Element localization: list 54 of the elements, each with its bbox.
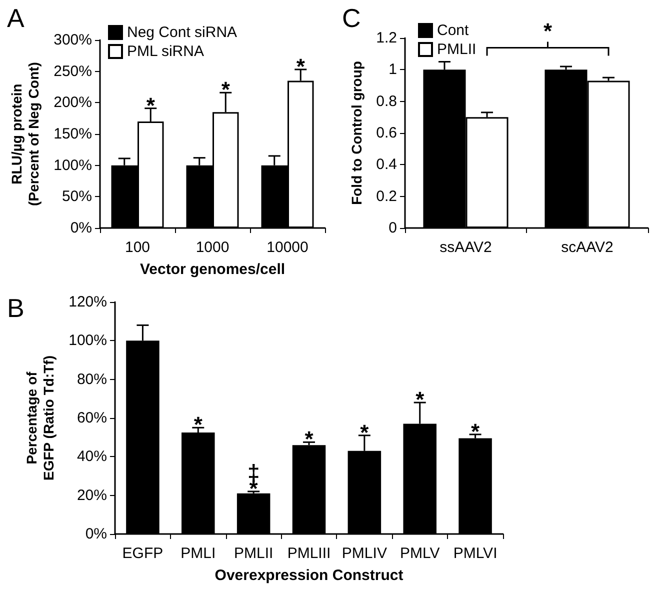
x-axis-title: Vector genomes/cell [140,261,286,278]
annotation: * [146,92,156,118]
y-tick-label: 0.8 [376,92,397,110]
y-tick-label: 0% [70,220,92,236]
y-tick-label: 0 [388,220,397,236]
annotation: * [194,412,203,438]
y-tick-label: 0.2 [376,188,397,205]
chart-title: C [342,3,361,33]
x-tick-label: scAAV2 [561,239,614,256]
annotation: * [296,54,306,79]
y-tick-label: 20% [76,486,107,504]
x-tick-label: PMLIV [342,545,387,562]
legend-label: Neg Cont siRNA [127,24,238,41]
y-axis-title: Percentage of EGFP (Ratio Td:Tf) [24,356,56,480]
legend-label: PML siRNA [127,43,204,60]
annotation: * [304,426,314,452]
y-tick-label: 120% [68,294,107,310]
x-tick-label: EGFP [122,545,164,562]
legend-label: Cont [437,22,470,39]
annotation: * [360,420,370,445]
y-tick-label: 0.6 [376,124,397,142]
x-tick-label: PMLV [400,545,440,562]
y-tick-label: 0.4 [376,156,397,174]
y-tick-label: 200% [54,94,92,112]
y-tick-label: 50% [62,188,92,206]
annotation: * [543,18,552,44]
annotation: * [471,418,480,444]
y-tick-label: 1.2 [376,30,397,46]
x-tick-label: 100 [124,239,150,256]
y-tick-label: 80% [76,370,107,388]
legend-label: PMLII [437,41,476,58]
x-tick-label: PMLI [180,545,216,562]
x-tick-label: PMLVI [453,545,498,562]
y-tick-label: 40% [76,448,107,466]
x-tick-label: 1000 [196,239,230,256]
annotation: * [221,77,230,102]
y-tick-label: 100% [68,332,107,350]
y-tick-label: 100% [54,156,92,174]
chart-title: B [7,293,24,323]
x-tick-label: PMLII [234,545,274,562]
x-tick-label: 10000 [266,239,308,256]
x-tick-label: ssAAV2 [440,239,492,256]
x-axis-title: Overexpression Construct [214,567,404,584]
y-tick-label: 60% [76,410,107,426]
annotation: * [416,387,425,412]
chart-title: A [7,3,25,33]
y-tick-label: 250% [54,62,92,80]
y-axis-title: RLU/µg protein (Percent of Neg Cont) [8,62,42,206]
y-tick-label: 1 [388,61,397,78]
x-tick-label: PMLIII [287,545,331,562]
y-tick-label: 300% [54,32,92,48]
y-axis-title: Fold to Control group [348,61,364,205]
y-tick-label: 150% [54,126,92,142]
y-tick-label: 0% [85,526,107,542]
